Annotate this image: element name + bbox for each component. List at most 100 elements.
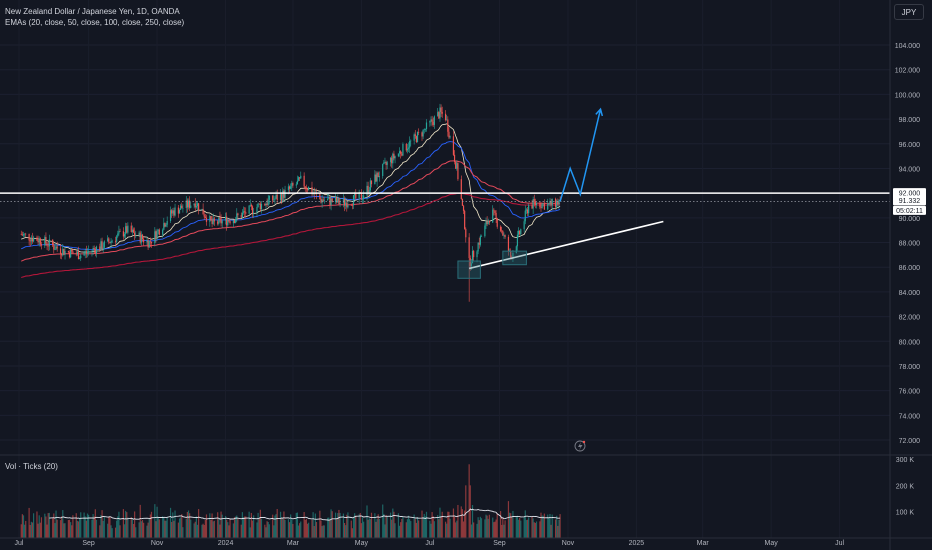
volume-bar — [186, 511, 188, 538]
volume-bar — [465, 485, 467, 538]
candle-body — [368, 190, 370, 193]
volume-bar — [219, 524, 221, 538]
candle-body — [492, 209, 494, 223]
candle-body — [311, 187, 313, 195]
volume-bar — [366, 505, 368, 538]
volume-bar — [212, 521, 214, 538]
candle-body — [383, 162, 385, 165]
volume-bar — [108, 517, 110, 538]
volume-bar — [534, 522, 536, 538]
candle-body — [532, 199, 534, 209]
candle-body — [493, 209, 495, 211]
candle-body — [393, 153, 395, 159]
volume-bar — [157, 516, 159, 538]
volume-bar — [205, 514, 208, 538]
volume-bar — [228, 525, 230, 538]
volume-legend[interactable]: Vol · Ticks (20) — [5, 462, 58, 471]
x-tick-label: Nov — [562, 540, 575, 547]
candle-body — [283, 190, 285, 198]
volume-bar — [53, 513, 55, 538]
indicator-legend[interactable]: EMAs (20, close, 50, close, 100, close, … — [5, 18, 185, 27]
candle-body — [260, 203, 263, 210]
candle-body — [83, 253, 85, 256]
volume-bar — [367, 519, 369, 538]
volume-bar — [276, 508, 278, 538]
candle-body — [485, 221, 487, 226]
candle-body — [189, 200, 191, 208]
volume-bar — [47, 513, 49, 538]
drawings[interactable] — [0, 107, 890, 452]
volume-bar — [116, 520, 118, 538]
volume-bar — [267, 521, 269, 538]
volume-bar — [327, 517, 329, 538]
volume-bar — [456, 520, 458, 538]
volume-bar — [424, 516, 426, 538]
candle-body — [241, 212, 243, 218]
volume-bar — [30, 521, 32, 538]
candle-body — [279, 194, 282, 201]
candle-body — [291, 183, 293, 187]
volume-bar — [511, 516, 513, 538]
candle-body — [70, 249, 72, 258]
candle-body — [174, 207, 176, 216]
candlesticks[interactable] — [20, 103, 561, 302]
currency-badge[interactable]: JPY — [894, 4, 924, 20]
volume-bar — [132, 523, 135, 538]
candle-body — [554, 198, 557, 207]
volume-bar — [95, 519, 98, 538]
ema-250-line — [21, 192, 561, 279]
candle-body — [205, 217, 208, 222]
candle-body — [126, 226, 128, 233]
volume-bar — [110, 525, 112, 538]
candle-body — [534, 201, 536, 205]
candle-body — [462, 205, 465, 211]
volume-bar — [195, 516, 197, 538]
volume-bar — [173, 520, 175, 538]
candle-body — [304, 186, 306, 188]
volume-bar — [502, 517, 504, 538]
volume-bar — [171, 521, 173, 538]
candle-body — [201, 208, 203, 211]
candle-body — [470, 263, 472, 267]
candle-body — [116, 236, 118, 242]
candle-body — [108, 238, 110, 243]
candle-body — [525, 209, 528, 211]
candle-body — [173, 210, 175, 216]
y-tick-label: 98.000 — [899, 117, 921, 124]
volume-bar — [282, 517, 284, 538]
volume-bar — [526, 519, 529, 538]
volume-bars — [20, 464, 561, 538]
volume-bar — [251, 520, 254, 538]
volume-bar — [290, 514, 292, 538]
candle-body — [320, 199, 322, 203]
candle-body — [211, 220, 213, 224]
lightning-icon[interactable] — [574, 440, 586, 452]
volume-bar — [209, 513, 211, 538]
candle-body — [389, 157, 392, 163]
volume-bar — [305, 518, 307, 538]
volume-bar — [532, 518, 534, 538]
candle-body — [266, 203, 268, 206]
volume-bar — [355, 515, 357, 538]
volume-bar — [345, 525, 347, 538]
volume-bar — [28, 507, 30, 538]
candle-body — [84, 251, 86, 254]
x-tick-label: Sep — [82, 540, 95, 547]
candle-body — [402, 143, 404, 156]
y-tick-label: 84.000 — [899, 290, 921, 297]
volume-bar — [415, 522, 417, 538]
candle-body — [164, 223, 166, 227]
volume-bar — [354, 513, 356, 538]
volume-bar — [437, 515, 439, 538]
volume-bar — [244, 516, 246, 538]
candle-body — [61, 253, 63, 256]
volume-bar — [296, 512, 298, 538]
candle-body — [29, 240, 31, 242]
candle-body — [457, 163, 459, 180]
volume-bar — [519, 517, 521, 538]
volume-bar — [46, 524, 48, 538]
volume-bar — [414, 519, 416, 538]
volume-bar — [165, 520, 167, 538]
volume-bar — [330, 509, 332, 538]
